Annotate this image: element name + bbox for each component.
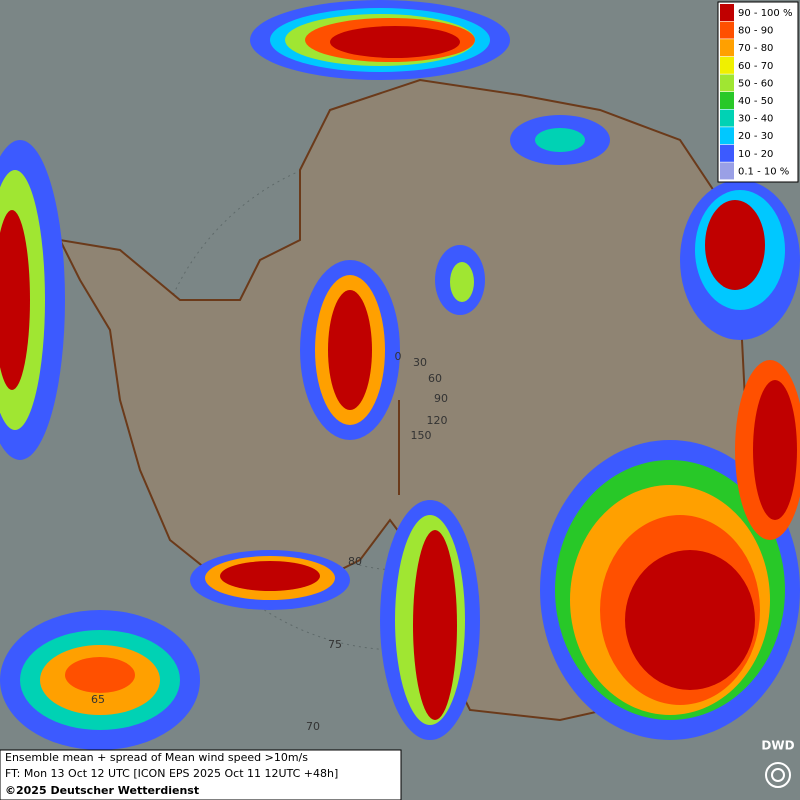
legend-swatch — [720, 39, 734, 57]
legend-swatch — [720, 162, 734, 180]
footer-line: ©2025 Deutscher Wetterdienst — [5, 784, 199, 797]
legend-label: 60 - 70 — [738, 61, 773, 72]
map-label: 75 — [328, 638, 342, 651]
logo-icon — [765, 762, 791, 788]
legend-swatch — [720, 109, 734, 127]
map-label: 150 — [411, 429, 432, 442]
legend-label: 80 - 90 — [738, 26, 773, 37]
map-label: 90 — [434, 392, 448, 405]
map-label: 30 — [413, 356, 427, 369]
logo-text: DWD — [761, 739, 794, 753]
legend-swatch — [720, 144, 734, 162]
legend-label: 0.1 - 10 % — [738, 166, 789, 177]
legend-label: 20 - 30 — [738, 131, 773, 142]
legend-swatch — [720, 127, 734, 145]
legend: 90 - 100 % 80 - 90 70 - 80 60 - 70 50 - 60 40… — [720, 4, 792, 180]
footer-line: Ensemble mean + spread of Mean wind spee… — [5, 751, 308, 764]
legend-label: 90 - 100 % — [738, 8, 792, 19]
legend-swatch — [720, 92, 734, 109]
footer-line: FT: Mon 13 Oct 12 UTC [ICON EPS 2025 Oct… — [5, 767, 338, 780]
legend-label: 50 - 60 — [738, 78, 773, 89]
legend-label: 70 - 80 — [738, 43, 773, 54]
legend-swatch — [720, 4, 734, 21]
wind-field — [0, 0, 800, 750]
map-label: 65 — [91, 693, 105, 706]
map-label: 0 — [395, 350, 402, 363]
map-label: 80 — [348, 555, 362, 568]
legend-label: 30 - 40 — [738, 114, 773, 125]
legend-label: 10 - 20 — [738, 149, 773, 160]
legend-swatch — [720, 56, 734, 74]
map-label: 60 — [428, 372, 442, 385]
legend-swatch — [720, 21, 734, 39]
legend-label: 40 - 50 — [738, 96, 773, 107]
map-label: 120 — [427, 414, 448, 427]
footer-box — [0, 749, 402, 800]
legend-swatch — [720, 74, 734, 92]
map-label: 70 — [306, 720, 320, 733]
